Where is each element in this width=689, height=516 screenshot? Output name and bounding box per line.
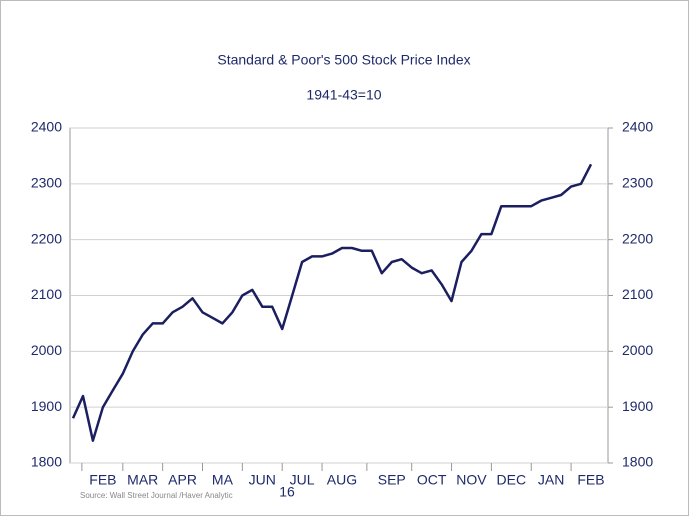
x-tick-label: JUL — [290, 472, 315, 488]
y2-tick-label: 2100 — [622, 286, 653, 302]
y-tick-label: 2100 — [31, 286, 62, 302]
year-label: 16 — [279, 484, 295, 500]
y2-tick-label: 2300 — [622, 175, 653, 191]
y2-tick-label: 1900 — [622, 398, 653, 414]
y2-tick-label: 1800 — [622, 454, 653, 470]
x-tick-label: MA — [212, 472, 234, 488]
x-tick-label: FEB — [577, 472, 604, 488]
x-tick-label: OCT — [417, 472, 447, 488]
x-tick-label: DEC — [497, 472, 527, 488]
y2-tick-label: 2000 — [622, 342, 653, 358]
x-tick-label: MAR — [127, 472, 158, 488]
x-tick-label: FEB — [89, 472, 116, 488]
y2-tick-label: 2200 — [622, 230, 653, 246]
y-tick-label: 2400 — [31, 119, 62, 135]
x-tick-label: SEP — [378, 472, 406, 488]
chart-subtitle: 1941-43=10 — [306, 87, 381, 103]
chart-title: Standard & Poor's 500 Stock Price Index — [217, 52, 470, 68]
y-tick-label: 2200 — [31, 230, 62, 246]
series-line — [71, 163, 593, 442]
x-tick-label: JUN — [249, 472, 276, 488]
x-tick-label: APR — [168, 472, 197, 488]
x-tick-label: JAN — [538, 472, 564, 488]
y-tick-label: 1800 — [31, 454, 62, 470]
x-tick-label: NOV — [456, 472, 487, 488]
x-tick-label: AUG — [327, 472, 357, 488]
y2-tick-label: 2400 — [622, 119, 653, 135]
y-tick-label: 2000 — [31, 342, 62, 358]
y-tick-label: 2300 — [31, 175, 62, 191]
source: Source: Wall Street Journal /Haver Analy… — [80, 491, 233, 500]
y-tick-label: 1900 — [31, 398, 62, 414]
